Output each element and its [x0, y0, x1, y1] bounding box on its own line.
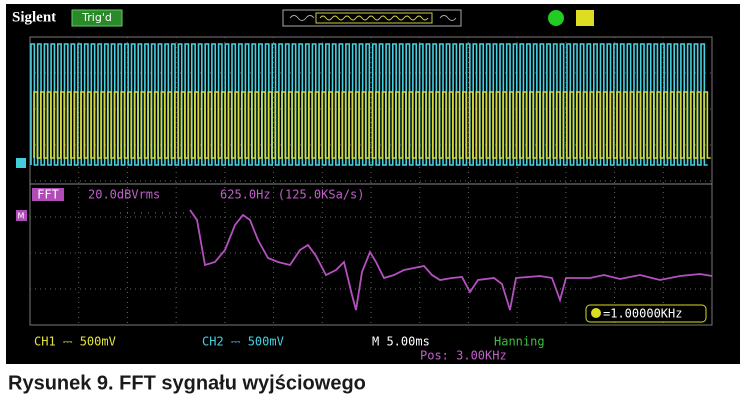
math-marker: M: [18, 212, 25, 221]
memory-wave: [289, 15, 457, 21]
math-tag: [16, 210, 27, 221]
brand: Siglent: [12, 9, 56, 25]
memory-signal: [319, 15, 429, 21]
memory-indicator: [282, 9, 462, 27]
fft-tag: [32, 188, 64, 201]
fft-trace: [189, 209, 713, 311]
ch2-scale: CH2 ⎓ 500mV: [202, 335, 284, 349]
trigger-marker: T: [369, 37, 376, 48]
cursor-readout: =1.00000KHz: [603, 307, 682, 321]
fft-span: 625.0Hz (125.0KSa/s): [220, 188, 365, 202]
caption: Rysunek 9. FFT sygnału wyjściowego: [8, 372, 366, 394]
fft-position: Pos: 3.00KHz: [420, 349, 507, 363]
fft-window: Hanning: [494, 335, 545, 349]
ch2-trace: [30, 43, 708, 166]
channel-tag: [16, 158, 26, 168]
memory-window: [315, 12, 433, 24]
icon: [548, 10, 564, 26]
fft-label: FFT: [37, 188, 59, 202]
icon: [576, 10, 594, 26]
fft-scale: 20.0dBVrms: [88, 188, 160, 202]
cursor-box: [585, 304, 707, 323]
ch1-scale: CH1 ⎓ 500mV: [34, 335, 116, 349]
status-box: [71, 9, 123, 27]
cursor-icon: [591, 308, 601, 318]
timebase: M 5.00ms: [372, 335, 430, 349]
ch1-trace: [33, 91, 711, 159]
trigger-status: Trig'd: [81, 11, 112, 24]
